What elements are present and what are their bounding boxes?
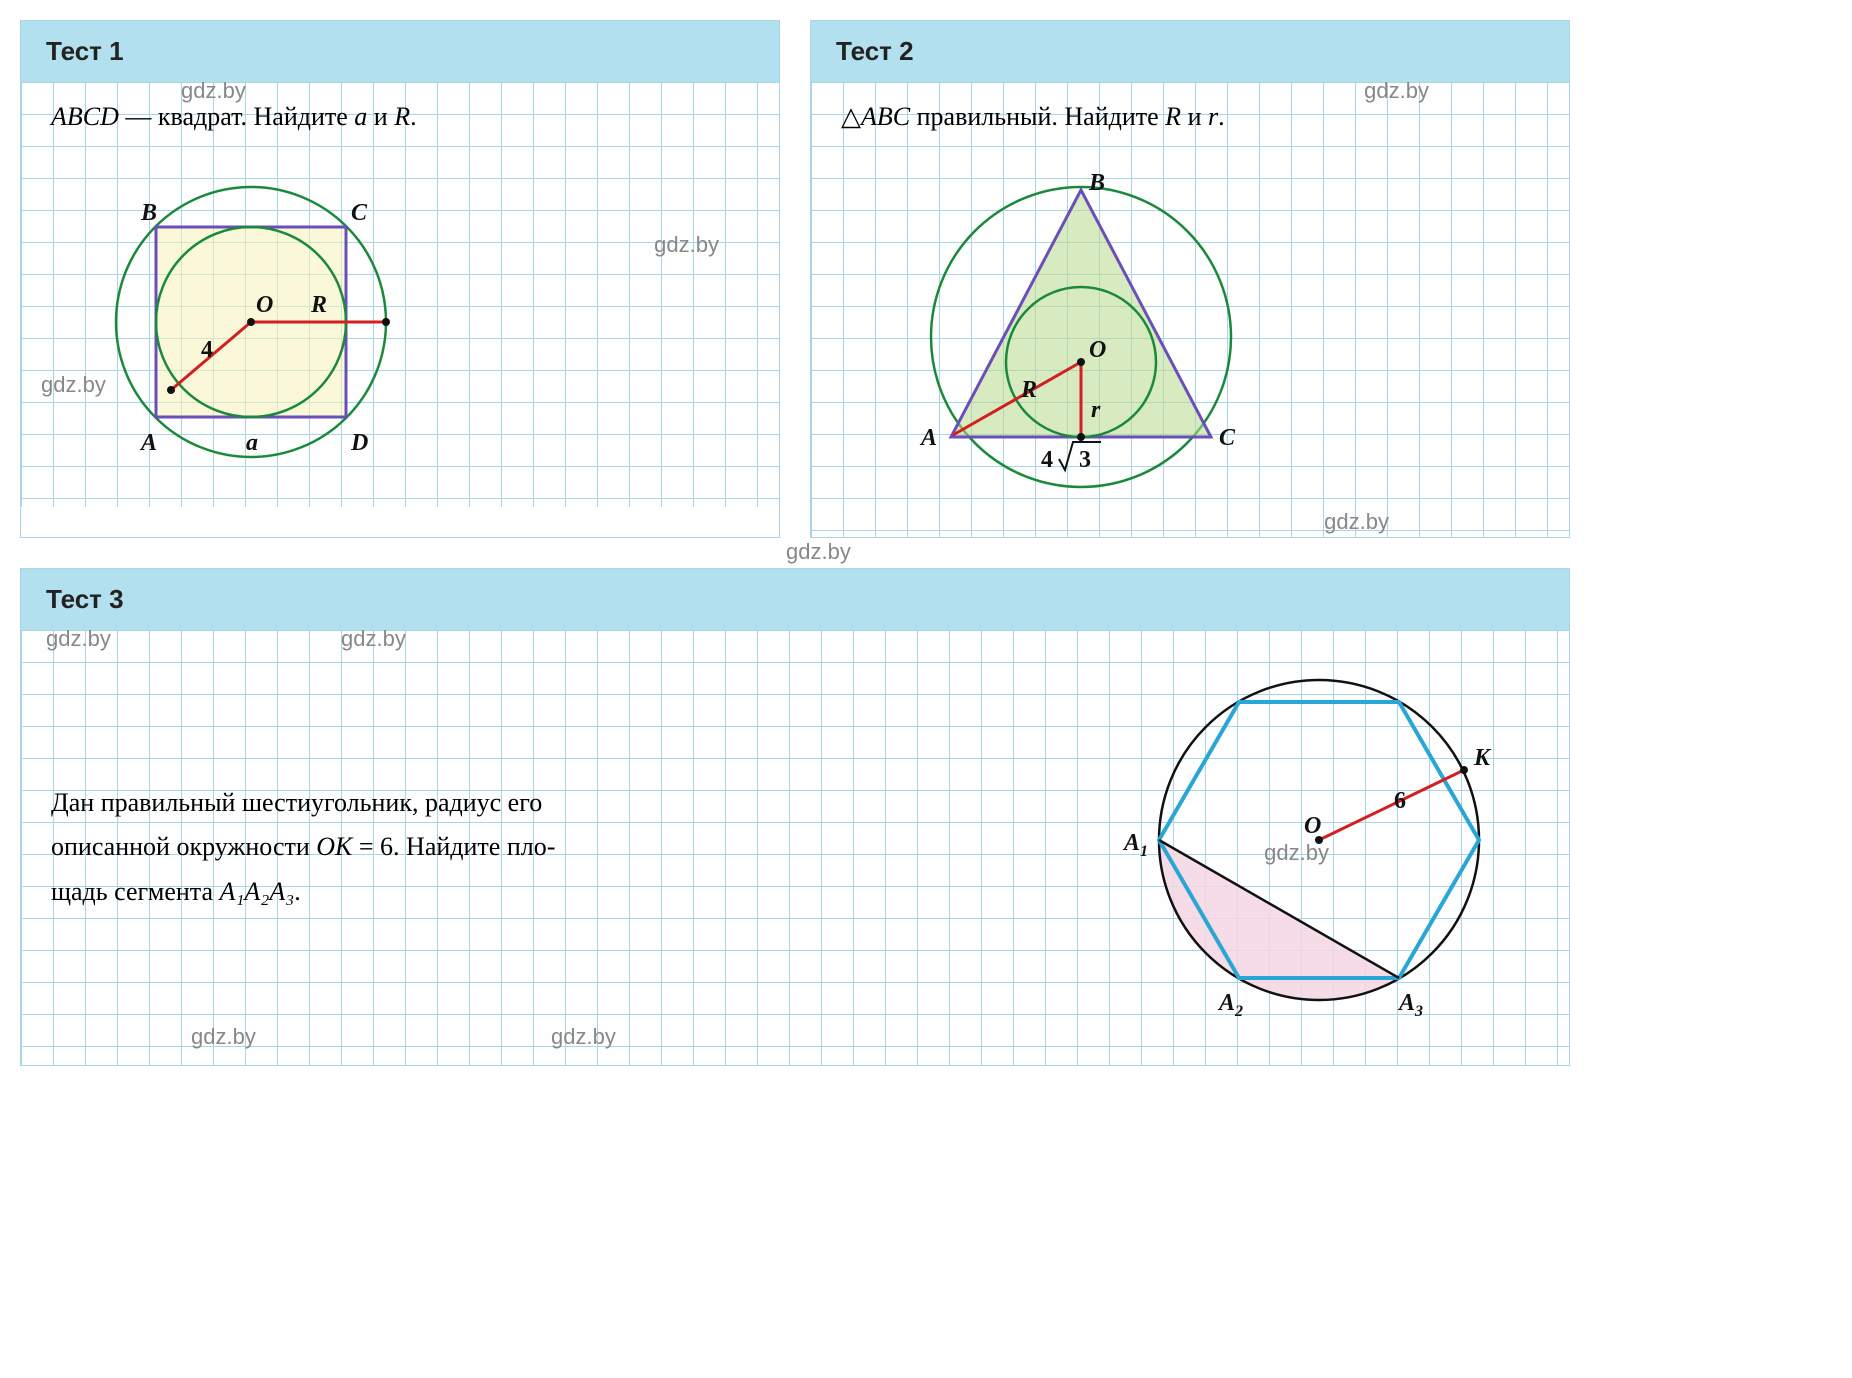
t3-lbl-A3: A3 bbox=[1397, 990, 1423, 1020]
t2-lbl-3: 3 bbox=[1079, 447, 1091, 473]
test2-prompt: △ABC правильный. Найдите R и r. bbox=[841, 102, 1539, 132]
watermark: gdz.by bbox=[191, 1024, 256, 1050]
test1-prompt: ABCD — квадрат. Найдите a и R. bbox=[51, 102, 749, 132]
t1-R: R bbox=[394, 102, 410, 131]
t1-abcd: ABCD bbox=[51, 102, 119, 131]
watermark: gdz.by bbox=[1324, 509, 1389, 535]
watermark: gdz.by bbox=[654, 232, 719, 258]
t2-lbl-B: B bbox=[1088, 170, 1105, 196]
watermark: gdz.by bbox=[551, 1024, 616, 1050]
test2-title: Тест 2 bbox=[811, 21, 1569, 82]
test3-svg: O 6 K A1 A2 A3 bbox=[1119, 650, 1539, 1040]
t2-lbl-r2: r bbox=[1091, 397, 1101, 423]
card-test1: Тест 1 gdz.by ABCD — квадрат. Найдите a … bbox=[20, 20, 780, 538]
card-test3: Тест 3 gdz.by gdz.by gdz.by gdz.by gdz.b… bbox=[20, 568, 1570, 1066]
t3-pt-K bbox=[1460, 766, 1468, 774]
test2-figure: gdz.by gdz.by B A C O R r 4 bbox=[841, 142, 1539, 517]
t1-a: a bbox=[354, 102, 367, 131]
test2-svg: B A C O R r 4 3 bbox=[841, 142, 1341, 512]
test2-body: gdz.by △ABC правильный. Найдите R и r. g… bbox=[811, 82, 1569, 537]
t1-lbl-4: 4 bbox=[201, 337, 213, 363]
t2-R: R bbox=[1165, 102, 1181, 131]
t3-lbl-A2: A2 bbox=[1217, 990, 1243, 1020]
t1-lbl-B: B bbox=[140, 200, 157, 226]
t3-lbl-K: K bbox=[1473, 745, 1492, 771]
t3-ok: OK bbox=[316, 832, 352, 861]
t1-lbl-O: O bbox=[256, 292, 273, 318]
t2-lbl-A: A bbox=[919, 425, 937, 451]
t3-segment-fill bbox=[1159, 840, 1399, 999]
test1-svg: B C A D O R 4 a bbox=[51, 142, 551, 482]
t2-pt-r bbox=[1077, 433, 1085, 441]
watermark: gdz.by bbox=[786, 539, 851, 565]
t2-lbl-R: R bbox=[1020, 377, 1037, 403]
t1-pt-A2 bbox=[167, 386, 175, 394]
t3-lbl-O: O bbox=[1304, 813, 1321, 839]
t2-lbl-4: 4 bbox=[1041, 447, 1053, 473]
test3-prompt: Дан правильный шестиугольник, радиус его… bbox=[51, 781, 1079, 914]
t2-end: . bbox=[1218, 102, 1225, 131]
t1-end: . bbox=[410, 102, 417, 131]
test3-title: Тест 3 bbox=[21, 569, 1569, 630]
watermark: gdz.by bbox=[341, 626, 406, 652]
t1-lbl-R: R bbox=[310, 292, 327, 318]
t3-l3end: . bbox=[294, 877, 301, 906]
t2-tri: △ bbox=[841, 102, 861, 131]
t2-abc: ABC bbox=[861, 102, 910, 131]
t3-l2eq: = 6. Найдите пло- bbox=[352, 832, 555, 861]
t1-lbl-D: D bbox=[350, 430, 368, 456]
t1-pt-R bbox=[382, 318, 390, 326]
watermark: gdz.by bbox=[46, 626, 111, 652]
watermark: gdz.by bbox=[181, 78, 246, 104]
t2-pt-O bbox=[1077, 358, 1085, 366]
t3-lbl-A1: A1 bbox=[1122, 830, 1148, 860]
t3-lbl-6: 6 bbox=[1394, 788, 1406, 814]
t1-lbl-A: A bbox=[139, 430, 157, 456]
t1-pt-O bbox=[247, 318, 255, 326]
t1-and: и bbox=[367, 102, 394, 131]
row-top: Тест 1 gdz.by ABCD — квадрат. Найдите a … bbox=[20, 20, 1832, 538]
t3-line2: описанной окружности OK = 6. Найдите пло… bbox=[51, 825, 1079, 869]
t1-mid: — квадрат. Найдите bbox=[119, 102, 354, 131]
t2-r: r bbox=[1208, 102, 1218, 131]
t3-line1: Дан правильный шестиугольник, радиус его bbox=[51, 781, 1079, 825]
t1-lbl-a: a bbox=[246, 430, 258, 456]
watermark: gdz.by bbox=[1364, 78, 1429, 104]
card-test2: Тест 2 gdz.by △ABC правильный. Найдите R… bbox=[810, 20, 1570, 538]
test1-title: Тест 1 bbox=[21, 21, 779, 82]
test1-body: gdz.by ABCD — квадрат. Найдите a и R. gd… bbox=[21, 82, 779, 507]
t1-lbl-C: C bbox=[351, 200, 368, 226]
t2-mid: правильный. Найдите bbox=[910, 102, 1165, 131]
t3-seg: A₁A₂A₃ bbox=[220, 877, 295, 906]
t3-line3: щадь сегмента A₁A₂A₃. bbox=[51, 870, 1079, 914]
t3-radius bbox=[1319, 770, 1464, 840]
test1-figure: gdz.by gdz.by B C A D O R bbox=[51, 142, 749, 487]
t3-l2a: описанной окружности bbox=[51, 832, 316, 861]
t2-lbl-C: C bbox=[1219, 425, 1236, 451]
t2-lbl-O: O bbox=[1089, 337, 1106, 363]
test3-figure: O 6 K A1 A2 A3 bbox=[1119, 650, 1539, 1045]
test3-body: gdz.by gdz.by gdz.by gdz.by gdz.by Дан п… bbox=[21, 630, 1569, 1065]
t2-and: и bbox=[1181, 102, 1208, 131]
t3-l3a: щадь сегмента bbox=[51, 877, 220, 906]
